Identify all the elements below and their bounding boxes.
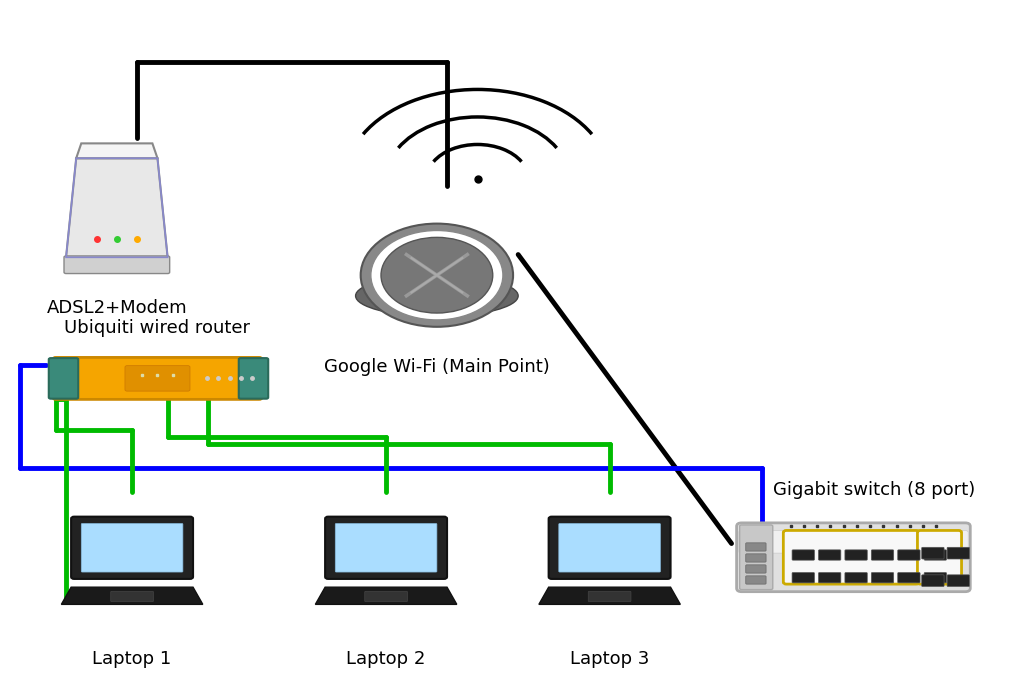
FancyBboxPatch shape	[111, 591, 153, 601]
Text: Google Wi-Fi (Main Point): Google Wi-Fi (Main Point)	[324, 358, 550, 376]
FancyBboxPatch shape	[947, 575, 969, 586]
FancyBboxPatch shape	[81, 524, 183, 572]
FancyBboxPatch shape	[746, 565, 766, 573]
Text: ADSL2+Modem: ADSL2+Modem	[47, 299, 187, 317]
FancyBboxPatch shape	[819, 572, 841, 583]
Polygon shape	[538, 587, 681, 604]
Polygon shape	[315, 587, 457, 604]
Circle shape	[361, 224, 513, 327]
FancyBboxPatch shape	[872, 550, 894, 560]
FancyBboxPatch shape	[925, 550, 947, 560]
FancyBboxPatch shape	[922, 548, 944, 559]
FancyBboxPatch shape	[819, 550, 841, 560]
Polygon shape	[66, 158, 168, 257]
FancyBboxPatch shape	[335, 524, 437, 572]
Text: Laptop 3: Laptop 3	[570, 650, 649, 668]
FancyBboxPatch shape	[740, 525, 773, 590]
FancyBboxPatch shape	[917, 530, 961, 584]
Text: Ubiquiti wired router: Ubiquiti wired router	[64, 319, 251, 337]
FancyBboxPatch shape	[746, 554, 766, 562]
FancyBboxPatch shape	[559, 524, 660, 572]
Circle shape	[381, 237, 493, 313]
Text: Laptop 1: Laptop 1	[92, 650, 172, 668]
FancyBboxPatch shape	[898, 550, 920, 560]
FancyBboxPatch shape	[125, 366, 190, 391]
FancyBboxPatch shape	[872, 572, 894, 583]
Text: Laptop 2: Laptop 2	[346, 650, 426, 668]
FancyBboxPatch shape	[365, 591, 407, 601]
FancyBboxPatch shape	[845, 550, 868, 560]
FancyBboxPatch shape	[925, 572, 947, 583]
Ellipse shape	[356, 275, 518, 316]
FancyBboxPatch shape	[746, 576, 766, 584]
FancyBboxPatch shape	[783, 530, 919, 584]
FancyBboxPatch shape	[549, 517, 671, 579]
FancyBboxPatch shape	[845, 572, 868, 583]
FancyBboxPatch shape	[64, 256, 170, 274]
FancyBboxPatch shape	[325, 517, 447, 579]
FancyBboxPatch shape	[739, 530, 968, 553]
FancyBboxPatch shape	[792, 572, 815, 583]
FancyBboxPatch shape	[792, 550, 815, 560]
FancyBboxPatch shape	[898, 572, 920, 583]
FancyBboxPatch shape	[922, 575, 944, 586]
FancyBboxPatch shape	[71, 517, 193, 579]
FancyBboxPatch shape	[53, 358, 262, 400]
FancyBboxPatch shape	[49, 358, 78, 399]
Polygon shape	[76, 143, 157, 158]
Text: Gigabit switch (8 port): Gigabit switch (8 port)	[772, 481, 975, 499]
FancyBboxPatch shape	[746, 543, 766, 551]
FancyBboxPatch shape	[588, 591, 631, 601]
FancyBboxPatch shape	[947, 548, 969, 559]
Circle shape	[371, 230, 503, 320]
Polygon shape	[61, 587, 203, 604]
FancyBboxPatch shape	[239, 358, 268, 399]
FancyBboxPatch shape	[737, 523, 970, 592]
